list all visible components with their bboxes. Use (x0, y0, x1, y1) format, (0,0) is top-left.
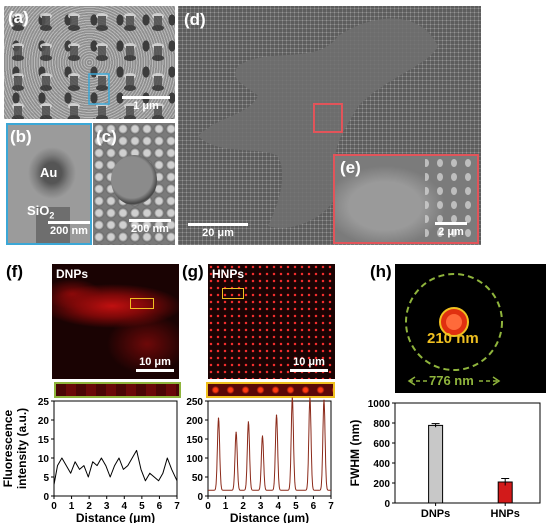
chart-f-xtick-label: 3 (104, 501, 110, 512)
chart-f-xtick-label: 4 (122, 501, 128, 512)
chart-f-xlabel: Distance (μm) (76, 511, 155, 523)
chart-f-xtick-label: 5 (139, 501, 145, 512)
chart-h-ytick-label: 600 (373, 439, 390, 450)
panel-b-sem-image: Au SiO2 200 nm (6, 123, 92, 245)
chart-h-category-label: HNPs (491, 508, 520, 520)
panel-c-letter: (c) (96, 127, 117, 146)
panel-g-title: HNPs (212, 267, 245, 281)
chart-g-series-line (208, 397, 331, 491)
chart-f-xtick-label: 0 (51, 501, 57, 512)
panel-c-sem-image: 200 nm (93, 123, 175, 245)
panel-f-letter: (f) (6, 262, 23, 281)
chart-f-frame (53, 400, 178, 497)
chart-g-xtick-label: 2 (240, 501, 246, 512)
panel-h-inner-core (446, 314, 462, 330)
panel-g-fluorescence-image: HNPs 10 μm (208, 264, 335, 379)
panel-d-scalebar: 20 μm (188, 223, 248, 239)
panel-f-roi-box (130, 298, 154, 309)
panel-f-scalebar: 10 μm (136, 356, 174, 373)
chart-h-category-label: DNPs (421, 508, 450, 520)
chart-g-ytick-label: 50 (192, 473, 204, 484)
chart-g-xlabel: Distance (μm) (230, 511, 309, 523)
panel-d-cell-shape (198, 18, 438, 228)
chart-f-xtick-label: 1 (69, 501, 75, 512)
chart-h-ytick-label: 1000 (368, 399, 391, 410)
chart-g-peak-point (309, 397, 311, 399)
chart-h-ytick-label: 800 (373, 419, 390, 430)
panel-b-letter: (b) (10, 127, 32, 146)
chart-g-frame (207, 400, 332, 497)
panel-h-outer-label: 776 nm (427, 373, 476, 388)
chart-g-xtick-label: 1 (223, 501, 229, 512)
chart-g-xtick-label: 5 (293, 501, 299, 512)
chart-g-ytick-label: 200 (186, 416, 203, 427)
panel-h-outer-circle (405, 273, 503, 371)
chart-f-ytick-label: 10 (38, 454, 50, 465)
panel-h-inner-label: 210 nm (427, 330, 479, 347)
panel-c-scalebar: 200 nm (129, 219, 171, 235)
chart-f-ytick-label: 20 (38, 416, 50, 427)
chart-h-ytick-label: 400 (373, 459, 390, 470)
chart-f-xtick-label: 7 (174, 501, 180, 512)
chart-f-xtick-label: 6 (157, 501, 163, 512)
chart-g: 0 50 100 150 200 250 0 1 2 3 4 5 6 7 Distance (μm) (186, 397, 334, 523)
chart-g-xtick-label: 4 (276, 501, 282, 512)
chart-g-xtick-label: 0 (205, 501, 211, 512)
chart-f-ytick-label: 25 (38, 397, 50, 408)
chart-h-bar-dnps (428, 424, 444, 504)
chart-f-series-line (53, 449, 178, 485)
chart-g-peak-point (261, 435, 264, 437)
chart-h-ytick-label: 0 (384, 499, 390, 510)
panel-b-sio2-label: SiO2 (27, 203, 55, 221)
chart-f-xtick-label: 2 (86, 501, 92, 512)
panel-f-title: DNPs (56, 267, 89, 281)
chart-h-ytick-label: 200 (373, 479, 390, 490)
chart-g-peak-point (291, 397, 293, 399)
panel-e-dots (425, 156, 477, 242)
chart-f-ylabel-line1: Fluorescence (1, 409, 15, 487)
chart-g-xtick-label: 7 (328, 501, 334, 512)
panel-e-letter: (e) (340, 158, 361, 177)
chart-f-ytick-label: 5 (43, 473, 49, 484)
panel-f-fluorescence-image: DNPs 10 μm (52, 264, 179, 379)
chart-h-ylabel: FWHM (nm) (348, 420, 362, 487)
chart-g-peak-point (247, 421, 249, 423)
chart-g-ytick-label: 250 (186, 397, 203, 408)
panel-a-zoom-box (88, 73, 110, 105)
chart-g-peak-point (235, 431, 237, 433)
panel-g-letter: (g) (182, 262, 204, 281)
chart-g-peak-point (275, 414, 278, 416)
chart-g-xtick-label: 3 (258, 501, 264, 512)
chart-g-ytick-label: 150 (186, 435, 203, 446)
panel-b-au-label: Au (40, 165, 58, 180)
panel-d-letter: (d) (184, 10, 206, 29)
panel-h-circles (405, 273, 503, 386)
panel-b-scalebar: 200 nm (48, 221, 90, 237)
panel-h-letter: (h) (370, 262, 392, 281)
chart-g-xtick-label: 6 (311, 501, 317, 512)
chart-f-ytick-label: 0 (43, 492, 49, 503)
chart-g-ytick-label: 100 (186, 454, 203, 465)
panel-d-zoom-box (313, 103, 343, 133)
chart-g-peak-point (323, 399, 325, 401)
chart-h-frame (394, 402, 541, 504)
panel-a-pillars (4, 6, 175, 119)
panel-e-scalebar: 2 μm (435, 222, 467, 238)
panel-f-line-strip (54, 382, 181, 398)
panel-g-line-strip (206, 382, 335, 398)
panel-g-scalebar: 10 μm (290, 356, 328, 373)
panel-a-sem-image: 1 μm (4, 6, 175, 119)
chart-h: 0 200 400 600 800 1000 DNPs HNPs FWHM (nm) (348, 399, 541, 520)
chart-f-ytick-label: 15 (38, 435, 50, 446)
panel-a-scalebar: 1 μm (122, 96, 170, 112)
panel-a-letter: (a) (8, 8, 29, 27)
panel-g-roi-box (222, 288, 244, 299)
chart-g-ytick-label: 0 (197, 492, 203, 503)
chart-g-peak-point (217, 417, 220, 419)
panel-h-image: 210 nm 776 nm (395, 264, 546, 393)
chart-f-ylabel-line2: intensity (a.u.) (15, 408, 29, 489)
panel-e-sem-inset: 2 μm (333, 154, 479, 244)
